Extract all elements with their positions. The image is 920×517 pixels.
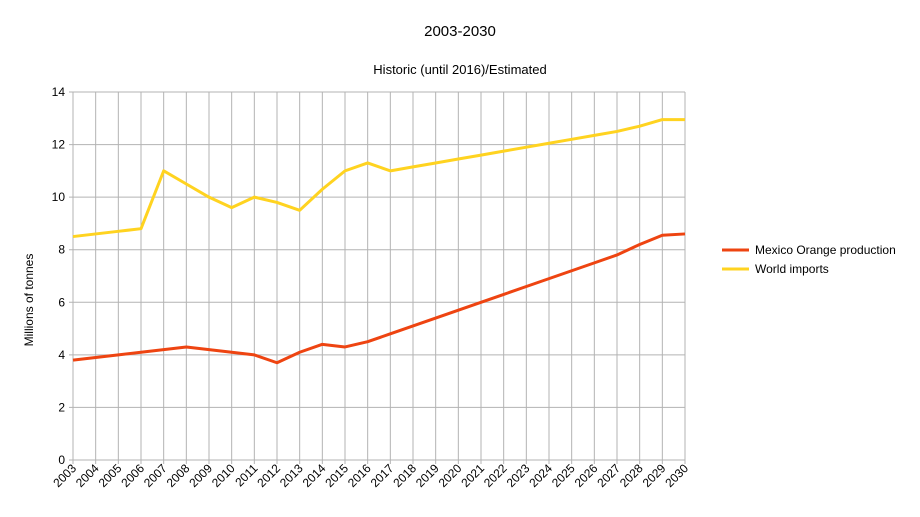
x-tick-label: 2030: [662, 461, 691, 490]
y-tick-label: 2: [58, 400, 65, 414]
x-tick-label: 2021: [458, 461, 487, 490]
x-tick-label: 2010: [209, 461, 238, 490]
x-tick-label: 2026: [572, 461, 601, 490]
x-tick-label: 2023: [504, 461, 533, 490]
x-tick-label: 2027: [594, 461, 623, 490]
y-axis-label: Millions of tonnes: [22, 254, 36, 347]
x-tick-label: 2003: [50, 461, 79, 490]
series-line: [72, 232, 686, 365]
x-tick-label: 2028: [617, 461, 646, 490]
chart-subtitle: Historic (until 2016)/Estimated: [373, 62, 546, 77]
x-tick-label: 2007: [141, 461, 170, 490]
series-lines: [72, 118, 686, 365]
legend: Mexico Orange production World imports: [722, 243, 896, 276]
x-tick-label: 2006: [118, 461, 147, 490]
x-tick-label: 2014: [300, 461, 329, 490]
y-tick-label: 4: [58, 348, 65, 362]
x-tick-label: 2020: [436, 461, 465, 490]
x-tick-label: 2025: [549, 461, 578, 490]
x-tick-label: 2011: [232, 461, 260, 489]
x-tick-label: 2017: [368, 461, 397, 490]
x-tick-label: 2005: [96, 461, 125, 490]
y-tick-label: 8: [58, 243, 65, 257]
x-tick-label: 2013: [277, 461, 306, 490]
grid: [69, 91, 686, 464]
y-tick-label: 0: [58, 453, 65, 467]
series-line: [72, 118, 685, 239]
x-tick-label: 2004: [73, 461, 102, 490]
y-tick-label: 6: [58, 295, 65, 309]
x-tick-label: 2012: [254, 461, 283, 490]
y-tick-labels: 0 2 4 6 8 10 12 14: [52, 85, 66, 467]
legend-label: World imports: [755, 262, 829, 276]
x-tick-label: 2015: [322, 461, 351, 490]
x-tick-label: 2016: [345, 461, 374, 490]
x-tick-label: 2029: [640, 461, 669, 490]
x-tick-labels: 2003200420052006200720082009201020112012…: [50, 461, 691, 490]
x-tick-label: 2024: [526, 461, 555, 490]
legend-label: Mexico Orange production: [755, 243, 896, 257]
chart-title: 2003-2030: [424, 23, 496, 40]
x-tick-label: 2009: [186, 461, 215, 490]
x-tick-label: 2018: [390, 461, 419, 490]
x-tick-label: 2019: [413, 461, 442, 490]
y-tick-label: 10: [52, 190, 66, 204]
y-tick-label: 14: [52, 85, 66, 99]
y-tick-label: 12: [52, 138, 66, 152]
x-tick-label: 2022: [481, 461, 510, 490]
x-tick-label: 2008: [164, 461, 193, 490]
